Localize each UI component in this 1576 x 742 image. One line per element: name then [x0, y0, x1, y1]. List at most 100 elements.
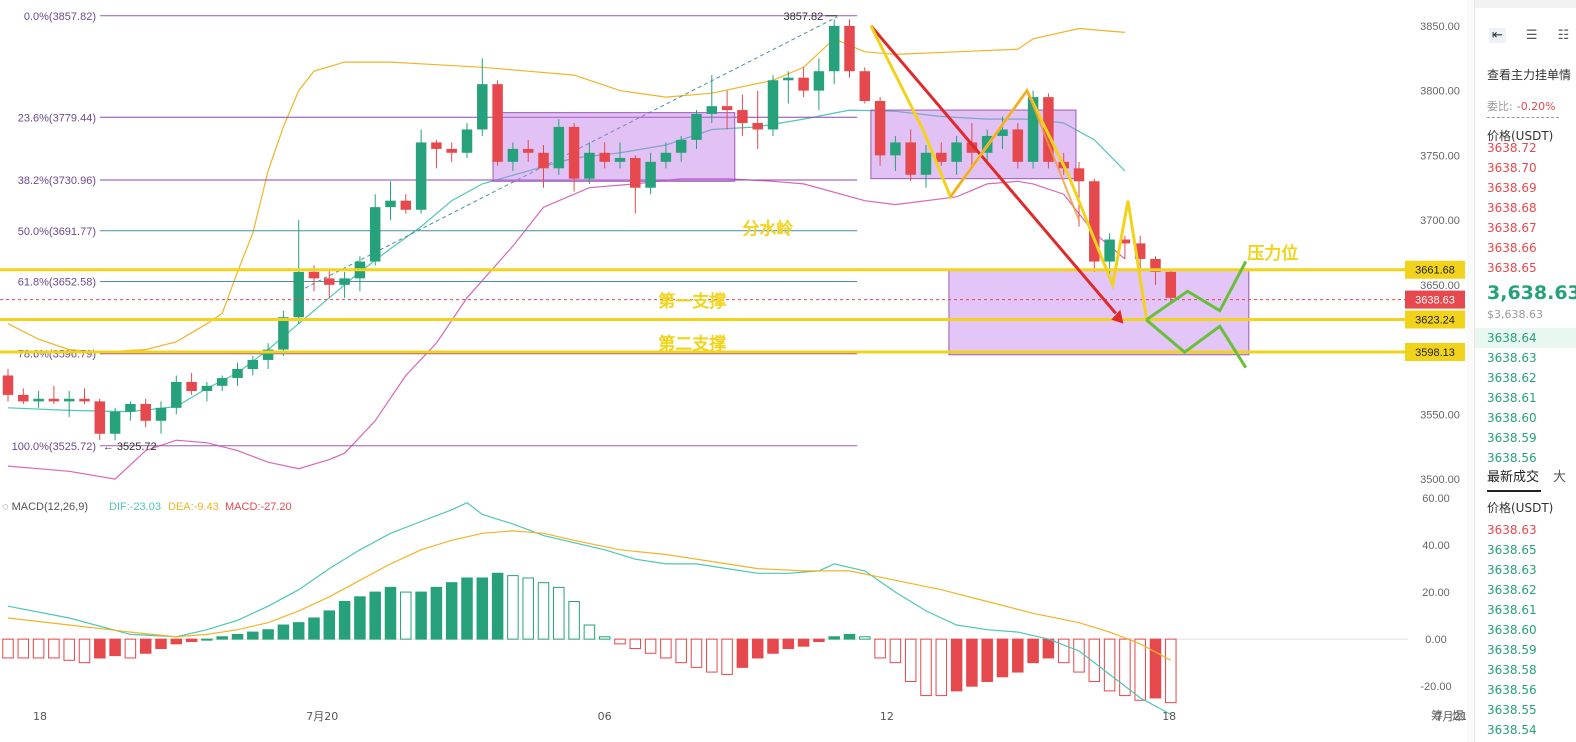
trade-row: 3638.58 [1487, 663, 1537, 677]
macd-histogram-bar [507, 575, 519, 640]
macd-dea-line [7, 530, 1172, 661]
ratio-divider [1487, 117, 1559, 118]
price-axis-tick: 3800.00 [1420, 86, 1460, 98]
bollinger-bands [7, 27, 1126, 480]
bid-row[interactable]: 3638.64 [1487, 331, 1537, 345]
candle-body [966, 142, 978, 153]
candle-body [1027, 97, 1039, 162]
macd-histogram-bar [17, 638, 30, 659]
ask-row[interactable]: 3638.66 [1487, 241, 1537, 255]
macd-histogram-bar [767, 638, 779, 654]
ratio-label: 委比: [1487, 100, 1513, 113]
candle-body [721, 106, 733, 111]
macd-histogram-bar [247, 631, 259, 640]
macd-histogram-bar [338, 601, 351, 640]
macd-histogram-bar [63, 638, 75, 661]
macd-histogram-bar [614, 638, 626, 645]
fib-label: 61.8%(3652.58) [18, 277, 96, 289]
macd-histogram-bar [430, 586, 443, 640]
bid-row[interactable]: 3638.63 [1487, 351, 1537, 365]
macd-histogram-bar [445, 582, 458, 640]
candle-body [767, 80, 779, 130]
bid-row[interactable]: 3638.61 [1487, 391, 1537, 405]
liquidation-icon: 爆 [1452, 709, 1464, 723]
ask-row[interactable]: 3638.67 [1487, 221, 1537, 235]
candle-body [691, 113, 702, 140]
time-axis-tick: 7月21 [1436, 710, 1467, 723]
main-orders-link[interactable]: 查看主力挂单情 [1487, 68, 1572, 82]
current-price-tag [1405, 290, 1465, 309]
ask-row[interactable]: 3638.70 [1487, 161, 1537, 175]
macd-histogram-bar [736, 638, 749, 668]
macd-histogram-bar [170, 638, 183, 645]
bid-row[interactable]: 3638.59 [1487, 431, 1537, 445]
macd-axis-tick: 60.00 [1422, 493, 1450, 505]
ask-row[interactable]: 3638.72 [1487, 141, 1537, 155]
kline-chart[interactable]: 0.0%(3857.82) 23.6%(3779.44) 38.2%(3730.96… [0, 0, 1466, 742]
price-axis-tick: 3850.00 [1420, 21, 1460, 33]
boll-upper-line [7, 27, 1125, 353]
candle-body [385, 200, 396, 208]
ask-row[interactable]: 3638.65 [1487, 261, 1537, 275]
macd-histogram-bar [874, 638, 886, 659]
macd-histogram-bar [950, 638, 963, 692]
candle-body [706, 106, 718, 114]
macd-histogram-bar [292, 622, 305, 640]
bid-row[interactable]: 3638.56 [1487, 451, 1537, 465]
tab-latest-trades[interactable]: 最新成交 [1487, 470, 1540, 485]
macd-histogram-bar [400, 591, 412, 640]
candle-body [1073, 168, 1085, 182]
macd-histogram-bar [461, 577, 473, 640]
macd-histogram-bar [139, 638, 152, 654]
trade-row: 3638.60 [1487, 623, 1537, 637]
candle-body [262, 349, 274, 360]
orderbook-column-header: 价格(USDT) [1487, 129, 1554, 143]
ask-row[interactable]: 3638.68 [1487, 201, 1537, 215]
resistance-label: 压力位 [1247, 243, 1298, 264]
candle-body [247, 359, 259, 369]
candle-body [584, 152, 595, 179]
chart-scrollbar[interactable] [1467, 0, 1473, 742]
macd-histogram-bar [1103, 638, 1116, 692]
macd-panel: ◌ MACD(12,26,9) DIF:-23.03 DEA:-9.43 MACD:-… [0, 501, 1408, 715]
candle-body [1165, 271, 1177, 298]
macd-axis-tick: 40.00 [1422, 540, 1450, 552]
tab-large-trades[interactable]: 大 [1553, 470, 1567, 485]
fib-trend-line [298, 16, 838, 292]
candles [2, 19, 1177, 441]
macd-legend-name: ◌ MACD(12,26,9) [2, 501, 88, 513]
macd-histogram-bar [797, 638, 810, 647]
candle-body [232, 369, 243, 379]
box-range-3 [948, 269, 1250, 356]
candle-body [171, 381, 182, 408]
candle-body [2, 375, 14, 395]
candle-body [951, 142, 962, 162]
ask-row[interactable]: 3638.69 [1487, 181, 1537, 195]
view-grid-icon[interactable]: ☷ [1557, 28, 1570, 43]
macd-histogram-bar [537, 582, 550, 640]
candle-body [630, 157, 641, 188]
macd-histogram-bar [48, 638, 60, 659]
candle-body [125, 403, 136, 412]
view-both-icon[interactable]: ⇤ [1489, 28, 1506, 43]
macd-histogram-bar [491, 572, 504, 640]
candle-body [997, 129, 1008, 136]
macd-histogram-bar [308, 617, 320, 640]
chips-icon: 筹 [1431, 709, 1443, 723]
macd-histogram-bar [706, 638, 718, 673]
bid-row[interactable]: 3638.60 [1487, 411, 1537, 425]
yellow-zigzag [869, 25, 1148, 318]
candle-body [278, 317, 289, 350]
trades-column-header: 价格(USDT) [1487, 501, 1554, 515]
macd-histogram-bar [1012, 638, 1024, 673]
candle-body [737, 110, 748, 123]
macd-histogram-bar [216, 636, 228, 640]
price-axis-tick: 3700.00 [1420, 215, 1460, 227]
macd-histogram-bar [185, 638, 198, 642]
price-axis-tick: 3650.00 [1420, 280, 1460, 292]
bid-row[interactable]: 3638.62 [1487, 371, 1537, 385]
candle-body [94, 401, 106, 434]
view-list-icon[interactable]: ☰ [1525, 28, 1538, 43]
macd-histogram-bar [522, 577, 534, 640]
